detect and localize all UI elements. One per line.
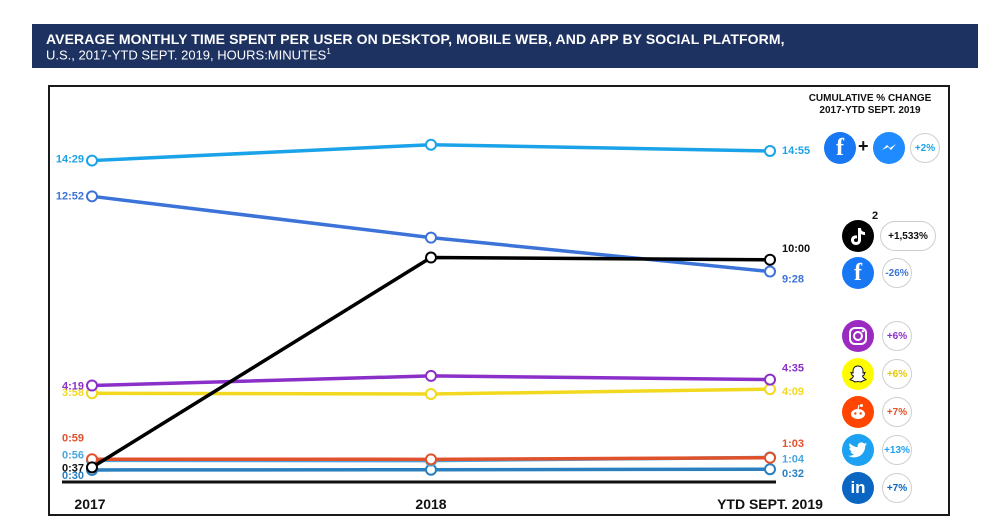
change-pill-snapchat: +6% bbox=[882, 359, 912, 389]
facebook-app-icon-glyph: f bbox=[854, 259, 862, 286]
x-tick-label: 2018 bbox=[415, 496, 446, 512]
start-label-instagram: 4:19 bbox=[62, 380, 84, 392]
change-value: +6% bbox=[886, 368, 908, 380]
data-point-linkedin-2 bbox=[764, 463, 776, 476]
change-value: -26% bbox=[885, 267, 909, 279]
series-line-tiktok bbox=[91, 255, 771, 469]
start-label-facebook: 12:52 bbox=[56, 190, 84, 202]
change-pill-facebook: -26% bbox=[882, 258, 912, 288]
tiktok-icon bbox=[842, 220, 874, 252]
data-point-facebook-messenger-1 bbox=[425, 138, 437, 151]
snapchat-icon bbox=[842, 358, 874, 390]
change-pill-facebook-messenger: +2% bbox=[910, 133, 940, 163]
start-label-tiktok: 0:37 bbox=[62, 462, 84, 474]
x-tick-label: YTD SEPT. 2019 bbox=[717, 496, 823, 512]
data-point-snapchat-2 bbox=[764, 383, 776, 396]
twitter-icon bbox=[842, 434, 874, 466]
change-pill-instagram: +6% bbox=[882, 321, 912, 351]
change-pill-reddit: +7% bbox=[882, 397, 912, 427]
change-value: +2% bbox=[914, 142, 936, 154]
reddit-icon bbox=[842, 396, 874, 428]
data-point-facebook-messenger-2 bbox=[764, 144, 776, 157]
start-label-reddit: 0:59 bbox=[62, 432, 84, 444]
linkedin-icon-glyph: in bbox=[850, 478, 866, 497]
end-label-twitter: 1:04 bbox=[782, 453, 805, 465]
facebook-icon-glyph: f bbox=[836, 134, 844, 161]
cumulative-change-header: CUMULATIVE % CHANGE 2017-YTD SEPT. 2019 bbox=[800, 93, 940, 117]
change-value: +13% bbox=[884, 444, 910, 456]
footnote-mark: 1 bbox=[326, 47, 331, 56]
chart-title: AVERAGE MONTHLY TIME SPENT PER USER ON D… bbox=[46, 31, 785, 47]
end-label-tiktok: 10:00 bbox=[782, 243, 810, 255]
change-pill-twitter: +13% bbox=[882, 435, 912, 465]
x-tick-label: 2017 bbox=[74, 496, 105, 512]
change-value: +7% bbox=[886, 482, 908, 494]
chart-frame bbox=[48, 85, 950, 516]
start-label-facebook-messenger: 14:29 bbox=[56, 154, 84, 166]
data-point-reddit-1 bbox=[425, 453, 437, 466]
end-label-facebook: 9:28 bbox=[782, 274, 804, 286]
change-pill-linkedin: +7% bbox=[882, 473, 912, 503]
end-label-instagram: 4:35 bbox=[782, 363, 804, 375]
messenger-icon bbox=[873, 132, 905, 164]
data-point-facebook-0 bbox=[86, 190, 98, 203]
twitter-bird-icon bbox=[848, 442, 867, 458]
change-value: +6% bbox=[886, 330, 908, 342]
facebook-app-icon: f bbox=[842, 257, 874, 289]
reddit-alien-icon bbox=[851, 404, 865, 419]
end-label-snapchat: 4:09 bbox=[782, 386, 804, 398]
data-point-snapchat-1 bbox=[425, 388, 437, 401]
data-point-reddit-2 bbox=[764, 451, 776, 464]
chart-subtitle: U.S., 2017-YTD SEPT. 2019, HOURS:MINUTES… bbox=[46, 47, 331, 62]
title-banner: AVERAGE MONTHLY TIME SPENT PER USER ON D… bbox=[32, 24, 978, 68]
start-label-linkedin: 0:30 bbox=[62, 470, 84, 482]
subtitle-text: U.S., 2017-YTD SEPT. 2019, HOURS:MINUTES bbox=[46, 47, 327, 63]
change-pill-tiktok: +1,533% bbox=[880, 221, 936, 251]
tiktok-footnote: 2 bbox=[872, 210, 879, 222]
data-point-tiktok-2 bbox=[764, 253, 776, 266]
end-label-reddit: 1:03 bbox=[782, 438, 804, 450]
data-point-tiktok-1 bbox=[425, 251, 437, 264]
change-value: +7% bbox=[886, 406, 908, 418]
plus-sign: + bbox=[858, 136, 869, 156]
data-point-instagram-1 bbox=[425, 369, 437, 382]
data-point-facebook-2 bbox=[764, 265, 776, 278]
change-value: +1,533% bbox=[888, 230, 928, 242]
instagram-icon bbox=[842, 320, 874, 352]
data-point-facebook-messenger-0 bbox=[86, 154, 98, 167]
messenger-bolt-icon bbox=[882, 144, 896, 150]
data-point-facebook-1 bbox=[425, 231, 437, 244]
start-label-snapchat: 3:58 bbox=[62, 387, 84, 399]
linkedin-icon: in bbox=[842, 472, 874, 504]
data-point-tiktok-0 bbox=[86, 461, 98, 474]
data-point-instagram-2 bbox=[764, 373, 776, 386]
cumulative-heading: CUMULATIVE % CHANGE bbox=[808, 93, 932, 104]
tiktok-note-icon bbox=[851, 228, 865, 245]
snapchat-ghost-icon bbox=[849, 365, 867, 383]
end-label-linkedin: 0:32 bbox=[782, 468, 804, 480]
instagram-camera-icon bbox=[849, 327, 867, 345]
facebook-icon: f bbox=[824, 132, 856, 164]
cumulative-subheading: 2017-YTD SEPT. 2019 bbox=[819, 105, 921, 116]
start-label-twitter: 0:56 bbox=[62, 449, 84, 461]
data-point-instagram-0 bbox=[86, 379, 98, 392]
end-label-facebook-messenger: 14:55 bbox=[782, 145, 810, 157]
